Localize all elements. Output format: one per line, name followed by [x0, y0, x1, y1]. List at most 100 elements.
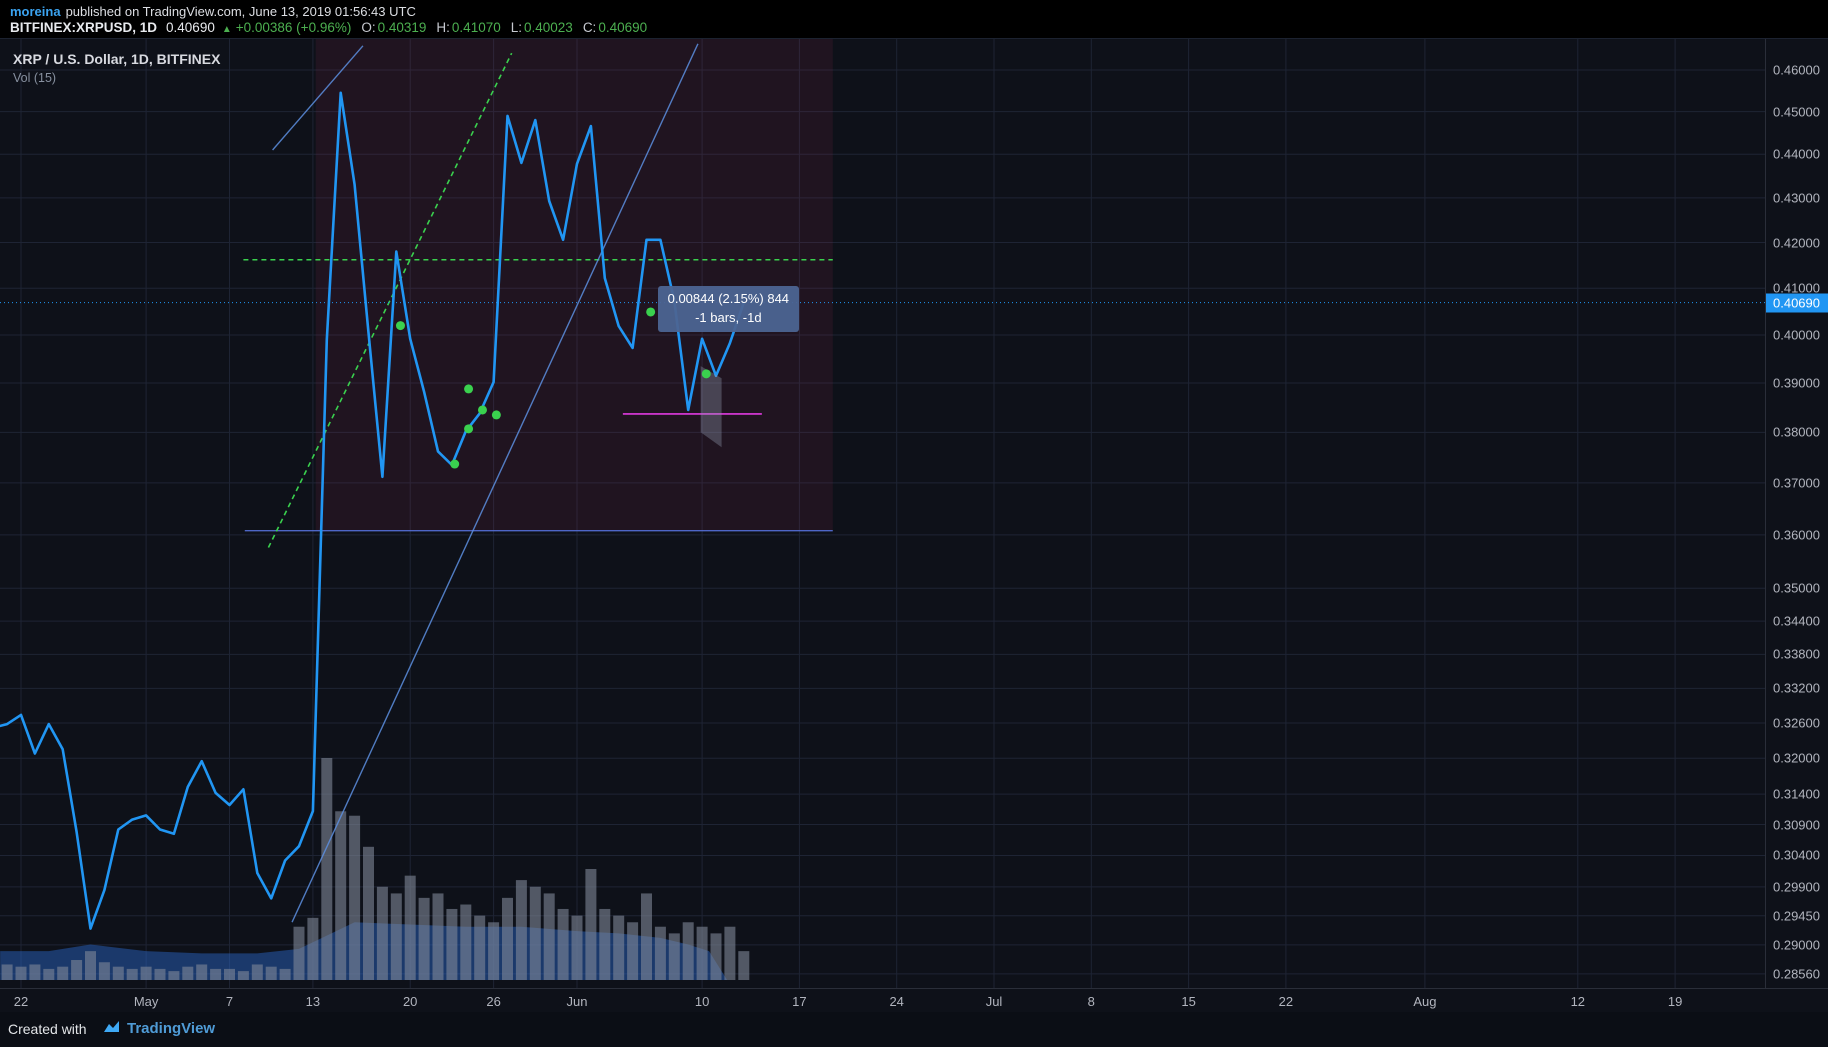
volume-bar	[376, 886, 388, 980]
price-axis-label: 0.37000	[1773, 475, 1820, 491]
signal-dot	[491, 410, 501, 420]
ohlc-low: L: 0.40023	[510, 20, 573, 35]
volume-bar	[418, 897, 430, 980]
price-axis-label: 0.30900	[1773, 817, 1820, 833]
volume-bar	[515, 880, 527, 980]
volume-bar	[85, 951, 96, 980]
time-axis-label: 26	[486, 994, 501, 1009]
price-axis-label: 0.42000	[1773, 235, 1820, 251]
price-axis-label: 0.39000	[1773, 375, 1820, 391]
username-link[interactable]: moreina	[10, 4, 61, 19]
price-axis-label: 0.30400	[1773, 847, 1820, 863]
time-axis[interactable]: 22 May 7 13 20 26 Jun 10 17 24 Jul 8 15 22 Aug 12 19	[0, 988, 1828, 1012]
header-last-price: 0.40690	[166, 20, 215, 35]
symbol-line: BITFINEX:XRPUSD, 1D 0.40690 ▲ +0.00386 (+0.…	[10, 20, 647, 35]
volume-bar	[668, 933, 680, 980]
measure-tooltip: 0.00844 (2.15%) 844 -1 bars, -1d	[657, 285, 800, 332]
volume-bar	[363, 846, 374, 980]
volume-bar	[474, 915, 486, 980]
time-axis-label: 12	[1570, 994, 1586, 1009]
blue-trendline-short	[272, 45, 364, 151]
price-line-series	[0, 91, 746, 930]
volume-bar	[585, 869, 597, 980]
ohlc-close: C: 0.40690	[582, 20, 648, 35]
volume-bar	[15, 966, 27, 980]
time-axis-label: Aug	[1413, 994, 1437, 1009]
volume-bar	[1, 964, 13, 980]
price-axis[interactable]: 0.40690 0.46000 0.45000 0.44000 0.43000 0.42…	[1765, 39, 1828, 988]
signal-dot	[450, 459, 460, 469]
volume-bar	[502, 897, 513, 980]
price-axis-label: 0.32600	[1773, 715, 1820, 731]
created-with-text: Created with	[8, 1021, 87, 1037]
price-axis-label: 0.40000	[1773, 327, 1820, 343]
change-text: +0.00386 (+0.96%)	[235, 20, 352, 35]
publish-line: moreina published on TradingView.com, Jun…	[10, 4, 416, 19]
price-axis-label: 0.35000	[1773, 580, 1820, 596]
volume-bar	[460, 904, 472, 980]
publish-text: published on TradingView.com, June 13, 2…	[65, 4, 416, 19]
price-axis-label: 0.33800	[1773, 646, 1820, 662]
volume-bar	[432, 893, 444, 980]
volume-bar	[182, 966, 194, 980]
measure-tooltip-line2: -1 bars, -1d	[695, 309, 762, 325]
price-axis-label: 0.29000	[1773, 937, 1820, 953]
volume-bar	[168, 971, 180, 980]
time-axis-label: 13	[305, 994, 321, 1009]
time-axis-label: 22	[1278, 994, 1294, 1009]
time-axis-label: 10	[694, 994, 710, 1009]
volume-bar	[126, 968, 138, 980]
volume-bar	[43, 968, 55, 980]
price-axis-label: 0.46000	[1773, 62, 1820, 78]
volume-bar	[390, 893, 402, 980]
volume-bar	[335, 811, 347, 980]
time-axis-label: 15	[1181, 994, 1196, 1009]
volume-bar	[196, 964, 208, 980]
price-axis-label: 0.44000	[1773, 146, 1820, 162]
volume-bar	[321, 758, 333, 980]
price-axis-label: 0.45000	[1773, 104, 1820, 120]
signal-dot	[464, 424, 474, 434]
measure-tooltip-line1: 0.00844 (2.15%) 844	[667, 290, 790, 306]
volume-bar	[29, 964, 41, 980]
price-chart-canvas[interactable]	[0, 39, 1765, 988]
price-axis-label: 0.29450	[1773, 908, 1820, 924]
volume-bar	[57, 966, 69, 980]
tradingview-wordmark: TradingView	[127, 1019, 216, 1037]
time-axis-label: 24	[889, 994, 904, 1009]
signal-dot	[701, 369, 711, 379]
measure-band	[700, 366, 722, 448]
time-axis-label: 17	[792, 994, 807, 1009]
volume-bar	[557, 908, 569, 980]
price-axis-label: 0.31400	[1773, 786, 1820, 802]
volume-bar	[265, 966, 277, 980]
volume-bar	[654, 926, 666, 980]
volume-bar	[307, 917, 319, 980]
price-axis-label: 0.33200	[1773, 680, 1820, 696]
time-axis-label: May	[133, 994, 159, 1009]
volume-bar	[488, 922, 500, 980]
change-up-arrow-icon: ▲	[221, 24, 232, 35]
volume-bar	[446, 908, 458, 980]
volume-bar	[224, 968, 235, 980]
signal-dot	[464, 384, 474, 394]
tradingview-logo[interactable]: TradingView	[102, 1018, 215, 1038]
tradingview-icon	[104, 1021, 119, 1032]
signal-dot	[477, 405, 487, 415]
volume-bar	[237, 971, 249, 980]
price-axis-label: 0.43000	[1773, 190, 1820, 206]
price-axis-label: 0.41000	[1773, 280, 1820, 296]
volume-bar	[404, 875, 416, 980]
time-axis-label: Jul	[985, 994, 1003, 1009]
time-axis-label: 20	[402, 994, 418, 1009]
volume-bar	[627, 922, 639, 980]
volume-bar	[140, 966, 152, 980]
volume-bar	[529, 886, 541, 980]
volume-bar	[571, 915, 583, 980]
time-axis-label: 22	[13, 994, 29, 1009]
volume-bar	[738, 951, 750, 980]
chart-pane: XRP / U.S. Dollar, 1D, BITFINEX Vol (15)…	[0, 39, 1828, 1012]
volume-bar	[599, 908, 611, 980]
volume-bar	[613, 915, 625, 980]
